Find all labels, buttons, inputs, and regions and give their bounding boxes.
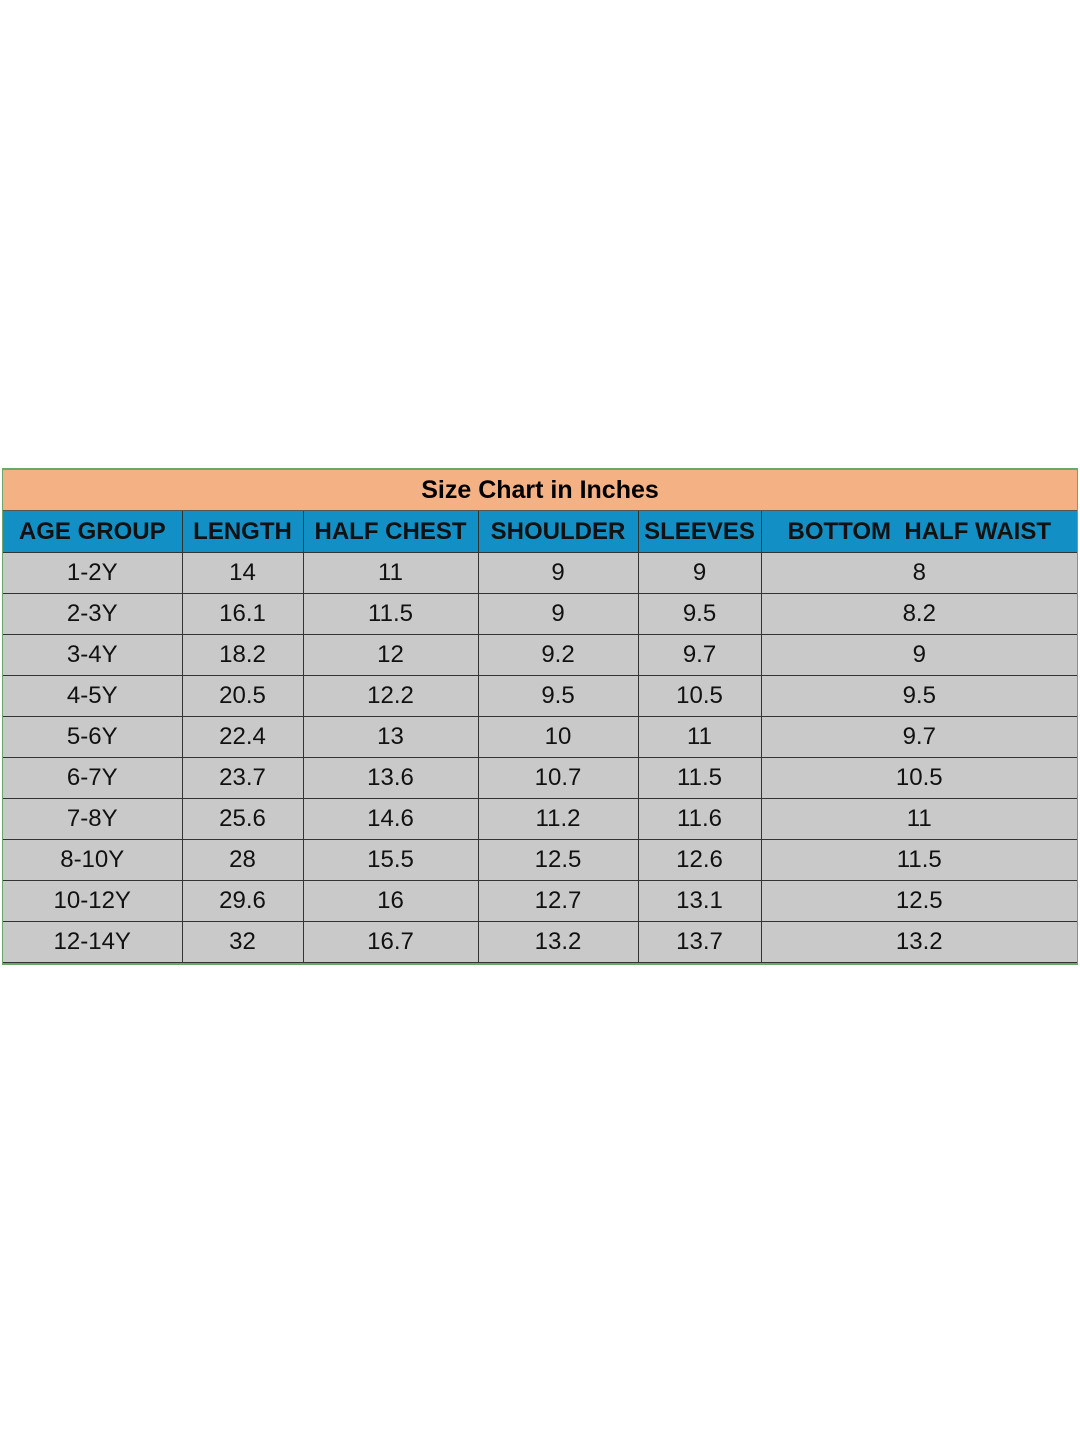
measurement-cell: 13 — [302, 716, 478, 758]
measurement-cell: 9 — [637, 552, 761, 594]
measurement-cell: 11.5 — [302, 593, 478, 635]
table-row: 6-7Y 23.7 13.6 10.7 11.5 10.5 — [3, 757, 1077, 799]
column-header: SLEEVES — [637, 511, 761, 553]
measurement-cell: 10 — [477, 716, 638, 758]
table-row: 4-5Y 20.5 12.2 9.5 10.5 9.5 — [3, 675, 1077, 717]
measurement-cell: 29.6 — [181, 880, 303, 922]
measurement-cell: 11 — [637, 716, 761, 758]
table-row: 8-10Y 28 15.5 12.5 12.6 11.5 — [3, 839, 1077, 881]
measurement-cell: 28 — [181, 839, 303, 881]
size-table: AGE GROUP LENGTH HALF CHEST SHOULDER SLEEVES… — [3, 511, 1077, 963]
measurement-cell: 12.5 — [477, 839, 638, 881]
measurement-cell: 11 — [302, 552, 478, 594]
column-header: AGE GROUP — [3, 511, 182, 553]
table-row: 10-12Y 29.6 16 12.7 13.1 12.5 — [3, 880, 1077, 922]
age-group-cell: 10-12Y — [3, 880, 182, 922]
column-header: BOTTOM HALF WAIST — [760, 511, 1077, 553]
measurement-cell: 16.1 — [181, 593, 303, 635]
age-group-cell: 4-5Y — [3, 675, 182, 717]
measurement-cell: 13.6 — [302, 757, 478, 799]
table-row: 7-8Y 25.6 14.6 11.2 11.6 11 — [3, 798, 1077, 840]
measurement-cell: 9 — [477, 593, 638, 635]
age-group-cell: 5-6Y — [3, 716, 182, 758]
measurement-cell: 9.7 — [760, 716, 1077, 758]
age-group-cell: 8-10Y — [3, 839, 182, 881]
measurement-cell: 9.5 — [760, 675, 1077, 717]
measurement-cell: 20.5 — [181, 675, 303, 717]
column-header: SHOULDER — [477, 511, 638, 553]
measurement-cell: 23.7 — [181, 757, 303, 799]
measurement-cell: 13.1 — [637, 880, 761, 922]
measurement-cell: 8 — [760, 552, 1077, 594]
measurement-cell: 15.5 — [302, 839, 478, 881]
header-row: AGE GROUP LENGTH HALF CHEST SHOULDER SLEEVES… — [3, 511, 1077, 553]
age-group-cell: 6-7Y — [3, 757, 182, 799]
age-group-cell: 2-3Y — [3, 593, 182, 635]
measurement-cell: 10.7 — [477, 757, 638, 799]
measurement-cell: 12.5 — [760, 880, 1077, 922]
measurement-cell: 32 — [181, 921, 303, 963]
measurement-cell: 9.7 — [637, 634, 761, 676]
table-row: 1-2Y 14 11 9 9 8 — [3, 552, 1077, 594]
measurement-cell: 16 — [302, 880, 478, 922]
measurement-cell: 13.7 — [637, 921, 761, 963]
table-body: 1-2Y 14 11 9 9 8 2-3Y 16.1 11.5 9 9.5 8.2 3-4Y 18.2 12… — [3, 552, 1077, 963]
measurement-cell: 22.4 — [181, 716, 303, 758]
measurement-cell: 10.5 — [760, 757, 1077, 799]
measurement-cell: 11.5 — [637, 757, 761, 799]
table-title: Size Chart in Inches — [3, 470, 1077, 511]
measurement-cell: 9.2 — [477, 634, 638, 676]
age-group-cell: 3-4Y — [3, 634, 182, 676]
measurement-cell: 11.5 — [760, 839, 1077, 881]
table-row: 3-4Y 18.2 12 9.2 9.7 9 — [3, 634, 1077, 676]
column-header: HALF CHEST — [302, 511, 478, 553]
measurement-cell: 11.6 — [637, 798, 761, 840]
measurement-cell: 14 — [181, 552, 303, 594]
measurement-cell: 16.7 — [302, 921, 478, 963]
column-header: LENGTH — [181, 511, 303, 553]
measurement-cell: 13.2 — [760, 921, 1077, 963]
table-row: 5-6Y 22.4 13 10 11 9.7 — [3, 716, 1077, 758]
measurement-cell: 12.2 — [302, 675, 478, 717]
measurement-cell: 12.6 — [637, 839, 761, 881]
measurement-cell: 9 — [477, 552, 638, 594]
measurement-cell: 8.2 — [760, 593, 1077, 635]
measurement-cell: 12 — [302, 634, 478, 676]
measurement-cell: 25.6 — [181, 798, 303, 840]
size-chart: Size Chart in Inches AGE GROUP LENGTH HALF… — [2, 468, 1078, 965]
measurement-cell: 18.2 — [181, 634, 303, 676]
age-group-cell: 12-14Y — [3, 921, 182, 963]
measurement-cell: 10.5 — [637, 675, 761, 717]
table-row: 12-14Y 32 16.7 13.2 13.7 13.2 — [3, 921, 1077, 963]
measurement-cell: 12.7 — [477, 880, 638, 922]
measurement-cell: 11 — [760, 798, 1077, 840]
measurement-cell: 9.5 — [637, 593, 761, 635]
measurement-cell: 9 — [760, 634, 1077, 676]
measurement-cell: 14.6 — [302, 798, 478, 840]
age-group-cell: 7-8Y — [3, 798, 182, 840]
age-group-cell: 1-2Y — [3, 552, 182, 594]
measurement-cell: 9.5 — [477, 675, 638, 717]
measurement-cell: 11.2 — [477, 798, 638, 840]
table-row: 2-3Y 16.1 11.5 9 9.5 8.2 — [3, 593, 1077, 635]
measurement-cell: 13.2 — [477, 921, 638, 963]
